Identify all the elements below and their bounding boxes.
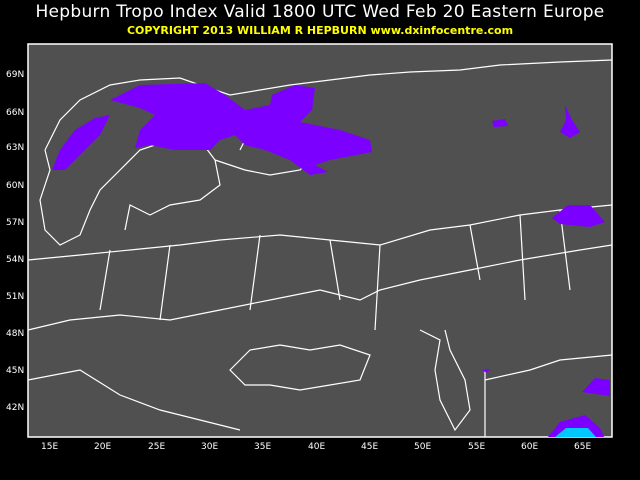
- lon-axis: 15E 20E 25E 30E 35E 40E 45E 50E 55E 60E …: [41, 442, 591, 452]
- index-area-west-siberia: [552, 205, 605, 227]
- black-sea-outline: [229, 344, 371, 391]
- lon-label: 15E: [41, 442, 58, 452]
- lon-label: 40E: [308, 442, 325, 452]
- lat-label: 51N: [6, 292, 24, 302]
- lon-label: 55E: [468, 442, 485, 452]
- lat-label: 54N: [6, 255, 24, 265]
- map-title: Hepburn Tropo Index Valid 1800 UTC Wed F…: [35, 2, 605, 22]
- lon-label: 30E: [201, 442, 218, 452]
- lon-label: 50E: [414, 442, 431, 452]
- lat-label: 45N: [6, 366, 24, 376]
- index-area-south-high: [555, 428, 596, 437]
- lat-label: 42N: [6, 403, 24, 413]
- index-area-caspian-small: [482, 369, 490, 373]
- copyright-line: COPYRIGHT 2013 WILLIAM R HEPBURN www.dxi…: [126, 24, 514, 37]
- lat-label: 57N: [6, 218, 24, 228]
- map-frame: [27, 43, 613, 438]
- lon-label: 20E: [94, 442, 111, 452]
- lat-label: 66N: [6, 108, 24, 118]
- index-area-urals: [560, 105, 580, 138]
- lat-label: 60N: [6, 181, 24, 191]
- lat-label: 69N: [6, 70, 24, 80]
- coastlines-borders: [27, 59, 613, 437]
- index-area-scandinavia-russia: [110, 83, 372, 175]
- lon-label: 45E: [361, 442, 378, 452]
- lon-label: 60E: [521, 442, 538, 452]
- caspian-outline: [419, 329, 471, 432]
- index-area-urals-small: [492, 119, 508, 127]
- lon-label: 25E: [148, 442, 165, 452]
- lat-label: 63N: [6, 143, 24, 153]
- lon-label: 65E: [574, 442, 591, 452]
- lat-axis: 69N 66N 63N 60N 57N 54N 51N 48N 45N 42N: [6, 70, 24, 413]
- lat-label: 48N: [6, 329, 24, 339]
- index-area-kazakhstan: [582, 378, 610, 396]
- index-area-norway: [52, 115, 110, 170]
- tropo-index-areas: [52, 83, 610, 437]
- lon-label: 35E: [254, 442, 271, 452]
